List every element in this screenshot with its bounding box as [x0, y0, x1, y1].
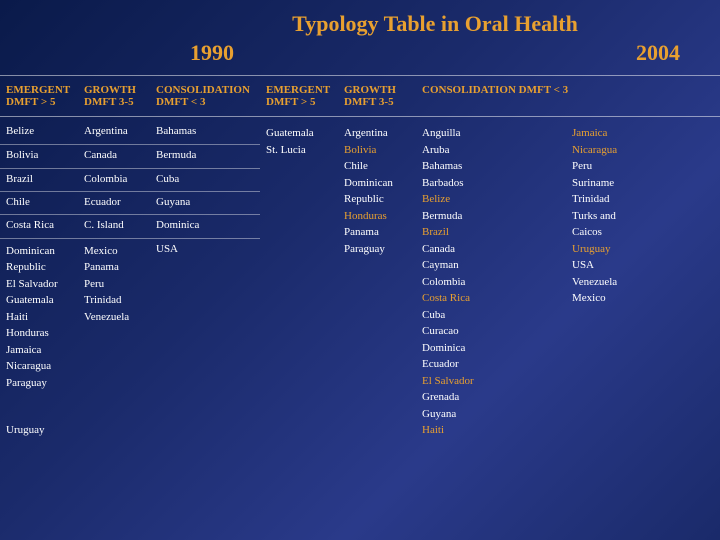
- cell: Argentina: [78, 117, 150, 145]
- cell: USA: [150, 238, 260, 413]
- cell: Bahamas: [150, 117, 260, 145]
- typology-table: EMERGENT DMFT > 5 GROWTH DMFT 3-5 CONSOL…: [0, 75, 720, 443]
- cell: C. Island: [78, 215, 150, 238]
- cell: Chile: [0, 191, 78, 214]
- year-2004: 2004: [636, 39, 680, 68]
- page-title: Typology Table in Oral Health 1990 2004: [0, 0, 720, 75]
- cell: Cuba: [150, 168, 260, 191]
- cell: Colombia: [78, 168, 150, 191]
- cell: Canada: [78, 145, 150, 168]
- title-main: Typology Table in Oral Health: [150, 10, 720, 39]
- table-header: EMERGENT DMFT > 5 GROWTH DMFT 3-5 CONSOL…: [0, 76, 720, 117]
- cell: Brazil: [0, 168, 78, 191]
- header-consolidation-1990: CONSOLIDATION DMFT < 3: [150, 76, 260, 117]
- growth-2004-list: Argentina Bolivia Chile Dominican Republ…: [338, 117, 416, 443]
- table-row: Belize Argentina Bahamas Guatemala St. L…: [0, 117, 720, 145]
- emergent-1990-tail: Dominican Republic El Salvador Guatemala…: [0, 238, 78, 413]
- consolidation-2004-list: Anguilla Aruba Bahamas Barbados Belize B…: [416, 117, 720, 443]
- header-growth-1990: GROWTH DMFT 3-5: [78, 76, 150, 117]
- growth-1990-tail: Mexico Panama Peru Trinidad Venezuela: [78, 238, 150, 413]
- header-emergent-2004: EMERGENT DMFT > 5: [260, 76, 338, 117]
- header-emergent-1990: EMERGENT DMFT > 5: [0, 76, 78, 117]
- cell: Bolivia: [0, 145, 78, 168]
- emergent-2004-list: Guatemala St. Lucia: [260, 117, 338, 443]
- cell: Bermuda: [150, 145, 260, 168]
- title-years: 1990 2004: [150, 39, 720, 68]
- cell: Uruguay: [0, 414, 78, 443]
- header-growth-2004: GROWTH DMFT 3-5: [338, 76, 416, 117]
- cell: Guyana: [150, 191, 260, 214]
- year-1990: 1990: [190, 39, 234, 68]
- cell: Belize: [0, 117, 78, 145]
- cell: Dominica: [150, 215, 260, 238]
- cell: Costa Rica: [0, 215, 78, 238]
- cell: Ecuador: [78, 191, 150, 214]
- header-consolidation-2004: CONSOLIDATION DMFT < 3: [416, 76, 720, 117]
